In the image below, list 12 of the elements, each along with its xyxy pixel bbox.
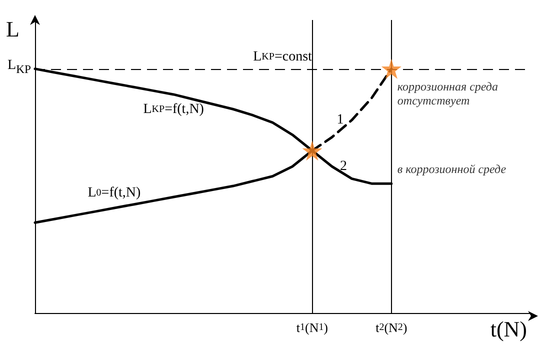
x-axis-title: t(N) [490, 316, 528, 342]
series-label: 2 [340, 159, 347, 174]
x-tick-label: t1(N1) [296, 320, 328, 335]
series-label: L0=f(t,N) [88, 186, 141, 201]
x-tick-label: t2(N2) [376, 320, 408, 335]
annotation: в коррозионной среде [397, 162, 507, 176]
ref-line-label: LKP=const [253, 49, 312, 64]
series-label: 1 [336, 112, 344, 128]
annotation: коррозионная среда отсутствует [397, 79, 498, 108]
series-label: LKP=f(t,N) [143, 102, 204, 117]
text: KP [16, 62, 31, 76]
text: L [6, 16, 20, 42]
